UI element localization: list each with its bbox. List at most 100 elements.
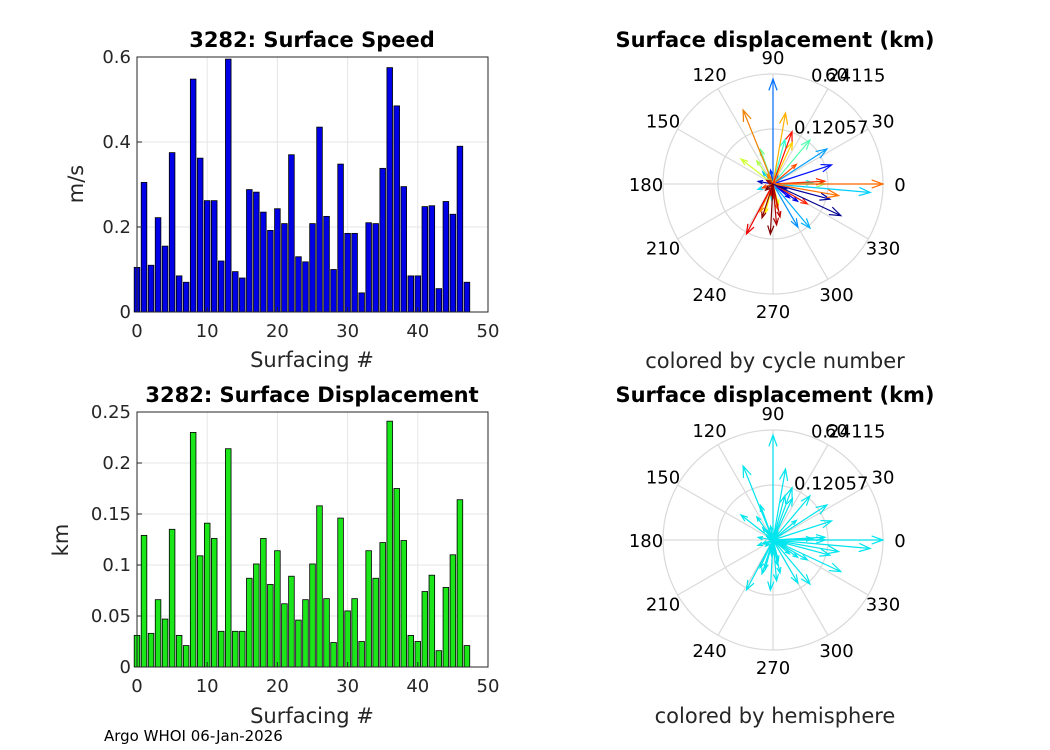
polar1-vector — [765, 179, 774, 185]
displacement-bar — [260, 538, 267, 668]
displacement-bar — [161, 618, 169, 668]
displacement-y-tick-label: 0.25 — [91, 402, 131, 423]
speed-bar — [449, 213, 457, 313]
polar1-vector — [745, 183, 774, 236]
polar1-ring-label: 0.12057 — [794, 118, 868, 139]
displacement-bar — [372, 577, 379, 668]
displacement-bar — [456, 499, 464, 668]
speed-bar — [393, 105, 400, 313]
speed-y-tick-label: 0.4 — [102, 132, 131, 153]
polar1-angle-label: 210 — [646, 239, 680, 260]
polar2-vector — [772, 539, 782, 575]
polar2-angle-label: 30 — [872, 468, 895, 489]
speed-bar — [182, 281, 190, 313]
polar2-angle-label: 180 — [629, 531, 663, 552]
polar2-angle-label: 330 — [866, 595, 900, 616]
speed-x-tick-label: 30 — [336, 321, 359, 342]
displacement-bar — [463, 645, 471, 668]
polar1-vector — [772, 163, 834, 185]
displacement-x-tick-label: 30 — [336, 676, 359, 697]
speed-bar — [253, 191, 260, 313]
polar2-angle-label: 300 — [819, 641, 853, 662]
speed-bar — [358, 292, 365, 313]
polar2-vector — [772, 504, 829, 541]
polar1-vector — [772, 140, 794, 185]
polar1-vector — [764, 183, 774, 192]
polar1-vector — [767, 183, 775, 236]
polar1-vector — [772, 183, 782, 219]
speed-x-axis-label: Surfacing # — [250, 348, 374, 372]
speed-bar — [365, 222, 372, 313]
displacement-bar — [358, 641, 365, 668]
displacement-bar — [203, 522, 211, 668]
polar2-vector — [772, 519, 798, 541]
speed-bar — [414, 275, 422, 313]
speed-bar — [281, 223, 288, 313]
displacement-bar — [175, 634, 183, 668]
speed-bar — [147, 264, 155, 313]
speed-bar — [175, 275, 183, 313]
speed-bar — [386, 67, 393, 313]
polar2-angle-label: 210 — [646, 595, 680, 616]
displacement-y-tick-label: 0.1 — [102, 555, 131, 576]
polar2-vector — [772, 539, 872, 553]
speed-bar — [203, 200, 211, 313]
polar1-vector — [772, 183, 841, 199]
polar2-vector — [772, 539, 791, 555]
polar1-angle-label: 30 — [872, 112, 895, 133]
speed-x-tick-label: 0 — [131, 321, 142, 342]
polar1-angle-label: 150 — [646, 112, 680, 133]
displacement-bar — [344, 610, 351, 668]
polar1-vector — [772, 148, 829, 185]
displacement-bar — [267, 583, 274, 668]
displacement-bar — [189, 431, 197, 668]
speed-y-tick-label: 0.6 — [102, 47, 131, 68]
displacement-bar-chart: 3282: Surface Displacement Surfacing # k… — [49, 383, 499, 728]
displacement-bar — [379, 542, 386, 668]
polar2-vector — [772, 494, 812, 541]
speed-bar-chart: 3282: Surface Speed Surfacing # m/s 0 10 2… — [64, 28, 499, 372]
displacement-bar — [295, 619, 302, 668]
polar2-vector — [765, 535, 774, 541]
displacement-bar — [154, 599, 162, 668]
speed-bar — [274, 208, 281, 313]
displacement-bar — [288, 575, 295, 668]
polar2-vector — [742, 464, 774, 541]
polar-hemisphere-chart: Surface displacement (km) colored by hem… — [615, 383, 934, 728]
speed-x-tick-label: 20 — [266, 321, 289, 342]
polar2-angle-label: 270 — [756, 658, 790, 679]
speed-bar — [218, 260, 225, 313]
speed-bar — [351, 232, 358, 313]
displacement-bar — [323, 598, 330, 668]
polar1-angle-label: 60 — [825, 65, 848, 86]
polar2-vector — [739, 513, 774, 541]
polar1-vector — [772, 163, 798, 185]
speed-bar — [267, 229, 274, 313]
speed-y-tick-label: 0.2 — [102, 217, 131, 238]
displacement-x-tick-label: 40 — [406, 676, 429, 697]
displacement-bar — [337, 517, 344, 668]
displacement-bar — [147, 632, 155, 668]
displacement-bar — [386, 420, 393, 668]
displacement-bar — [442, 587, 450, 668]
speed-bar — [323, 215, 330, 313]
polar1-vector — [742, 108, 774, 185]
polar1-angle-label: 0 — [894, 175, 905, 196]
speed-chart-title: 3282: Surface Speed — [189, 28, 435, 52]
polar1-vector — [772, 183, 799, 229]
displacement-bar — [218, 630, 225, 668]
polar2-vector — [772, 539, 812, 586]
displacement-bar — [239, 630, 246, 668]
speed-bar — [196, 157, 204, 313]
displacement-bar — [140, 535, 148, 668]
speed-bar — [435, 288, 443, 313]
displacement-x-axis-label: Surfacing # — [250, 704, 374, 728]
polar1-angle-label: 120 — [692, 65, 726, 86]
polar1-angle-label: 180 — [629, 175, 663, 196]
displacement-y-axis-label: km — [49, 524, 73, 557]
displacement-bar — [400, 540, 407, 668]
speed-bar — [140, 181, 148, 313]
displacement-bar — [330, 642, 337, 668]
polar2-vector — [761, 539, 774, 576]
speed-y-tick-label: 0 — [120, 302, 131, 323]
